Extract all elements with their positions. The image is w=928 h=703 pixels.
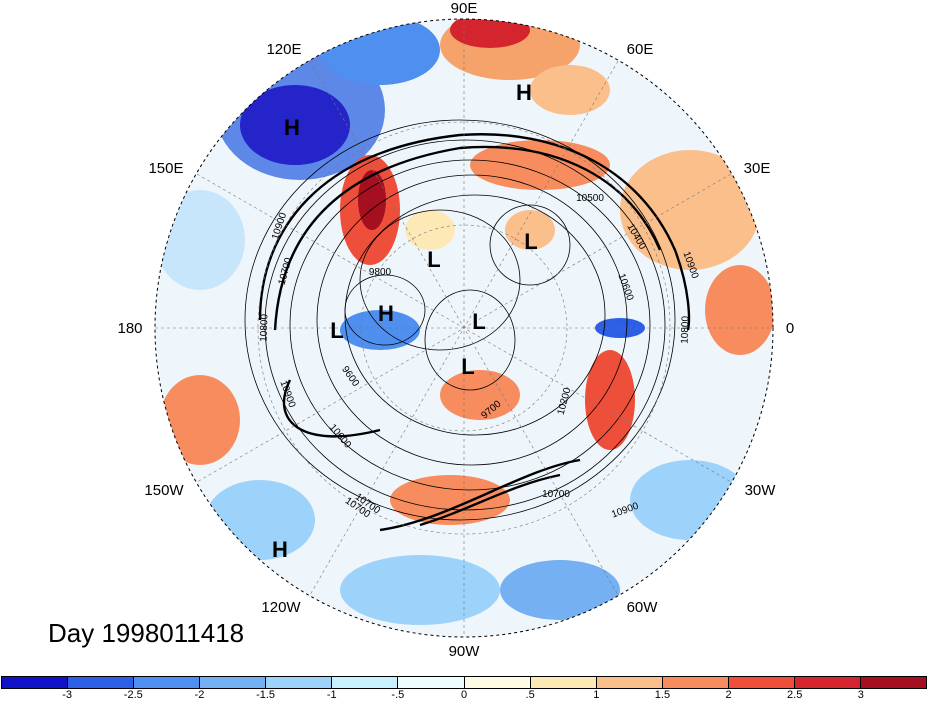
colorbar-tick-label: 0 [460, 689, 468, 701]
lon-label-30e: 30E [744, 160, 771, 177]
high-pressure-marker: H [516, 80, 532, 105]
colorbar-tick-label: 1.5 [654, 689, 671, 701]
low-pressure-marker: L [427, 247, 440, 272]
colorbar-tick-label: -2 [194, 689, 205, 701]
colorbar-swatch [596, 677, 663, 688]
colorbar-tick-label: 3 [857, 689, 864, 701]
lon-label-0: 0 [786, 320, 794, 337]
colorbar-swatch [530, 677, 597, 688]
lon-label-180: 180 [117, 320, 142, 337]
map-boundary [154, 18, 774, 638]
contour-label: 10500 [576, 193, 604, 204]
colorbar-tick-labels: -3 -2.5 -2 -1.5 -1 -.5 0 .5 1 1.5 2 2.5 3 [0, 689, 928, 703]
contour-label: 10800 [680, 315, 692, 344]
colorbar-swatch [2, 677, 69, 688]
day-title: Day 1998011418 [48, 618, 245, 648]
colorbar-tick-label: -3 [62, 689, 73, 701]
pressure-markers: H H L L H L L L H [272, 80, 538, 562]
height-contours [244, 119, 676, 521]
lon-label-150w: 150W [144, 482, 184, 499]
colorbar-tick-label: -.5 [391, 689, 405, 701]
longitude-labels: 90E 60E 30E 0 30W 60W 90W 120W 150W 180 … [117, 0, 794, 660]
colorbar-swatch [200, 677, 267, 688]
colorbar-swatch [861, 677, 927, 688]
lon-label-120e: 120E [266, 41, 301, 58]
low-pressure-marker: L [330, 318, 343, 343]
colorbar-swatch [134, 677, 201, 688]
high-pressure-marker: H [272, 537, 288, 562]
lon-label-120w: 120W [261, 599, 301, 616]
colorbar-tick-label: 2.5 [787, 689, 803, 701]
colorbar-swatch [728, 677, 795, 688]
colorbar-tick-label: 2 [725, 689, 732, 701]
contour-label: 9800 [369, 267, 392, 278]
lon-label-60w: 60W [627, 599, 659, 616]
lon-label-60e: 60E [627, 41, 654, 58]
low-pressure-marker: L [524, 229, 537, 254]
shaded-anomaly-field [155, 19, 773, 637]
high-pressure-marker: H [284, 115, 300, 140]
contour-label: 10800 [259, 313, 271, 342]
colorbar-tick-label: 1 [593, 689, 600, 701]
lon-label-30w: 30W [745, 482, 777, 499]
low-pressure-marker: L [461, 354, 474, 379]
colorbar-swatch [266, 677, 333, 688]
lon-label-90w: 90W [449, 643, 481, 660]
jet-stream-contours [258, 133, 691, 532]
colorbar-swatch [68, 677, 135, 688]
colorbar-swatch [794, 677, 862, 688]
colorbar-swatch [332, 677, 399, 688]
colorbar-swatch [662, 677, 729, 688]
lon-label-90e: 90E [451, 0, 478, 17]
lon-label-150e: 150E [148, 160, 183, 177]
high-pressure-marker: H [378, 301, 394, 326]
colorbar [1, 676, 927, 689]
low-pressure-marker: L [472, 309, 485, 334]
colorbar-tick-label: .5 [525, 689, 535, 701]
graticule [155, 19, 773, 637]
polar-map: 90E 60E 30E 0 30W 60W 90W 120W 150W 180 … [117, 0, 794, 660]
colorbar-swatch [398, 677, 465, 688]
colorbar-swatch [464, 677, 531, 688]
colorbar-tick-label: -1.5 [256, 689, 276, 701]
colorbar-tick-label: -1 [326, 689, 337, 701]
contour-label: 10700 [542, 489, 570, 500]
colorbar-tick-label: -2.5 [123, 689, 143, 701]
